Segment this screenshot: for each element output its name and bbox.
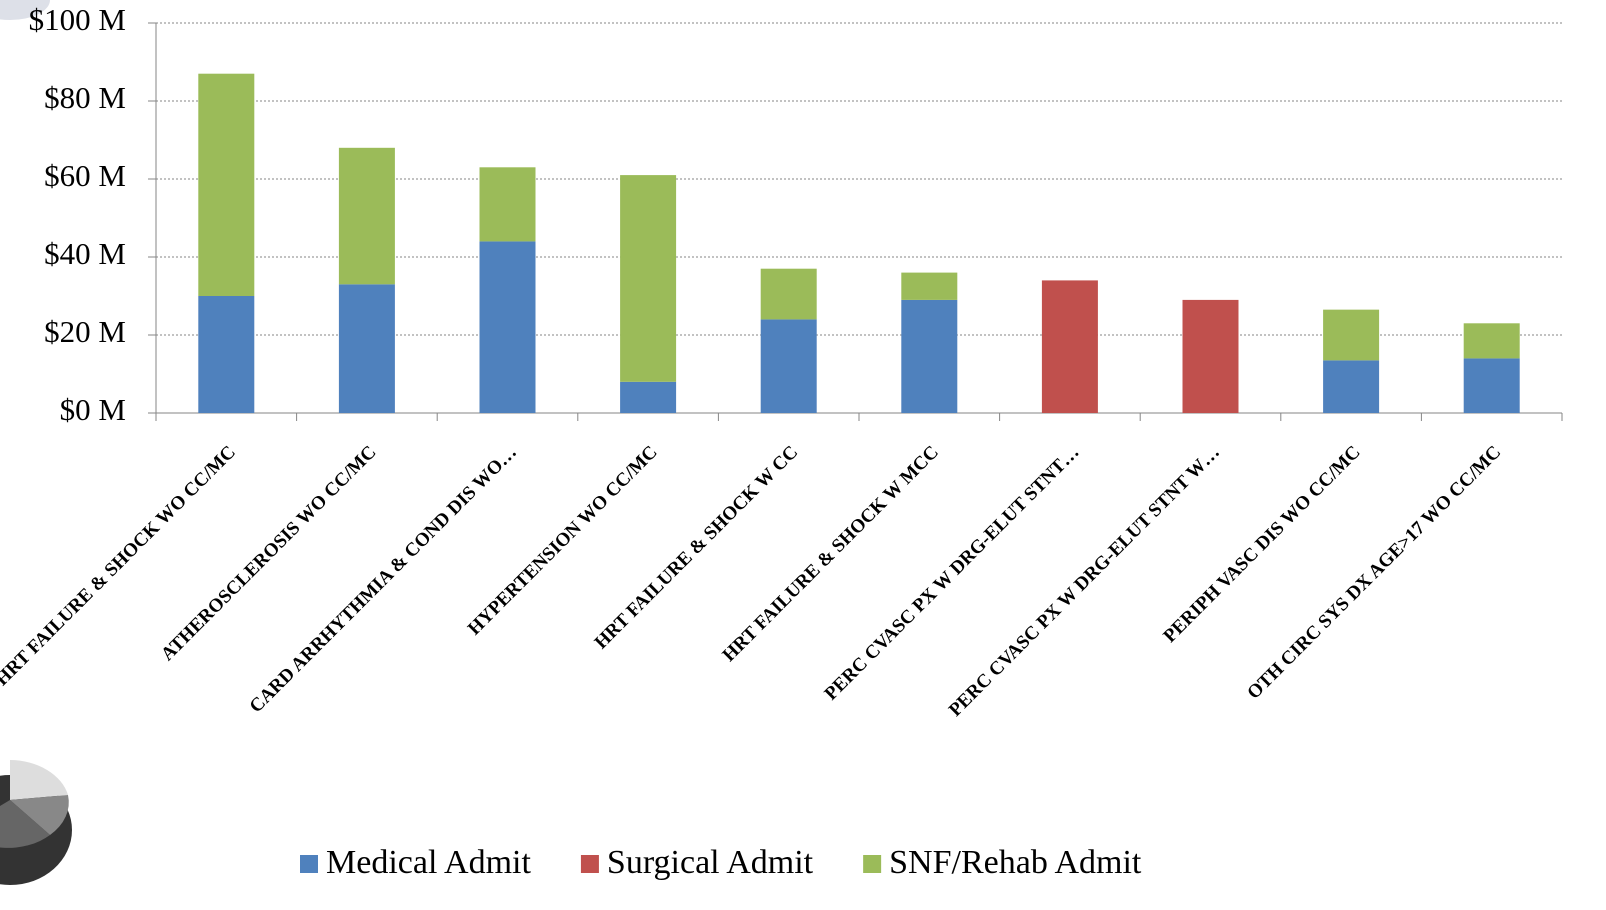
legend-label: Medical Admit [326, 844, 531, 881]
bar-segment [760, 268, 817, 320]
y-tick-label: $100 M [29, 2, 126, 37]
x-tick-label: HRT FAILURE & SHOCK W MCC [719, 442, 943, 666]
decoration [0, 0, 50, 20]
bar-segment [338, 147, 395, 285]
bar-segment [1463, 358, 1520, 413]
y-tick-label: $0 M [60, 392, 126, 427]
x-tick-label: PERC CVASC PX W DRG-ELUT STNT W… [945, 442, 1224, 721]
bar-segment [620, 381, 677, 413]
bar-segment [901, 299, 958, 413]
bar-segment [198, 73, 255, 296]
bar-segment [1041, 280, 1098, 413]
decoration [0, 760, 72, 885]
legend-swatch [300, 855, 318, 873]
legend-label: SNF/Rehab Admit [889, 844, 1142, 881]
bar-segment [338, 284, 395, 413]
x-tick-label: OTH CIRC SYS DX AGE>17 WO CC/MC [1243, 442, 1505, 704]
x-tick-label: CARD ARRHYTHMIA & COND DIS WO… [246, 442, 521, 717]
y-tick-label: $20 M [44, 314, 126, 349]
y-tick-label: $60 M [44, 158, 126, 193]
legend-swatch [580, 855, 599, 873]
bar-segment [1323, 309, 1380, 361]
bar-segment [620, 175, 677, 382]
bar-segment [901, 272, 958, 300]
x-tick-label: PERC CVASC PX W DRG-ELUT STNT… [821, 442, 1084, 705]
bar-segment [1182, 299, 1239, 413]
y-tick-label: $80 M [44, 80, 126, 115]
bar-segment [760, 319, 817, 413]
legend-swatch [863, 855, 882, 873]
x-tick-label: HRT FAILURE & SHOCK WO CC/MC [0, 442, 240, 690]
bar-segment [479, 167, 536, 242]
bar-segment [1463, 323, 1520, 359]
bar-segment [198, 296, 255, 413]
bar-segment [1323, 360, 1380, 413]
legend-label: Surgical Admit [607, 844, 814, 881]
bar-segment [479, 241, 536, 413]
y-tick-label: $40 M [44, 236, 126, 271]
